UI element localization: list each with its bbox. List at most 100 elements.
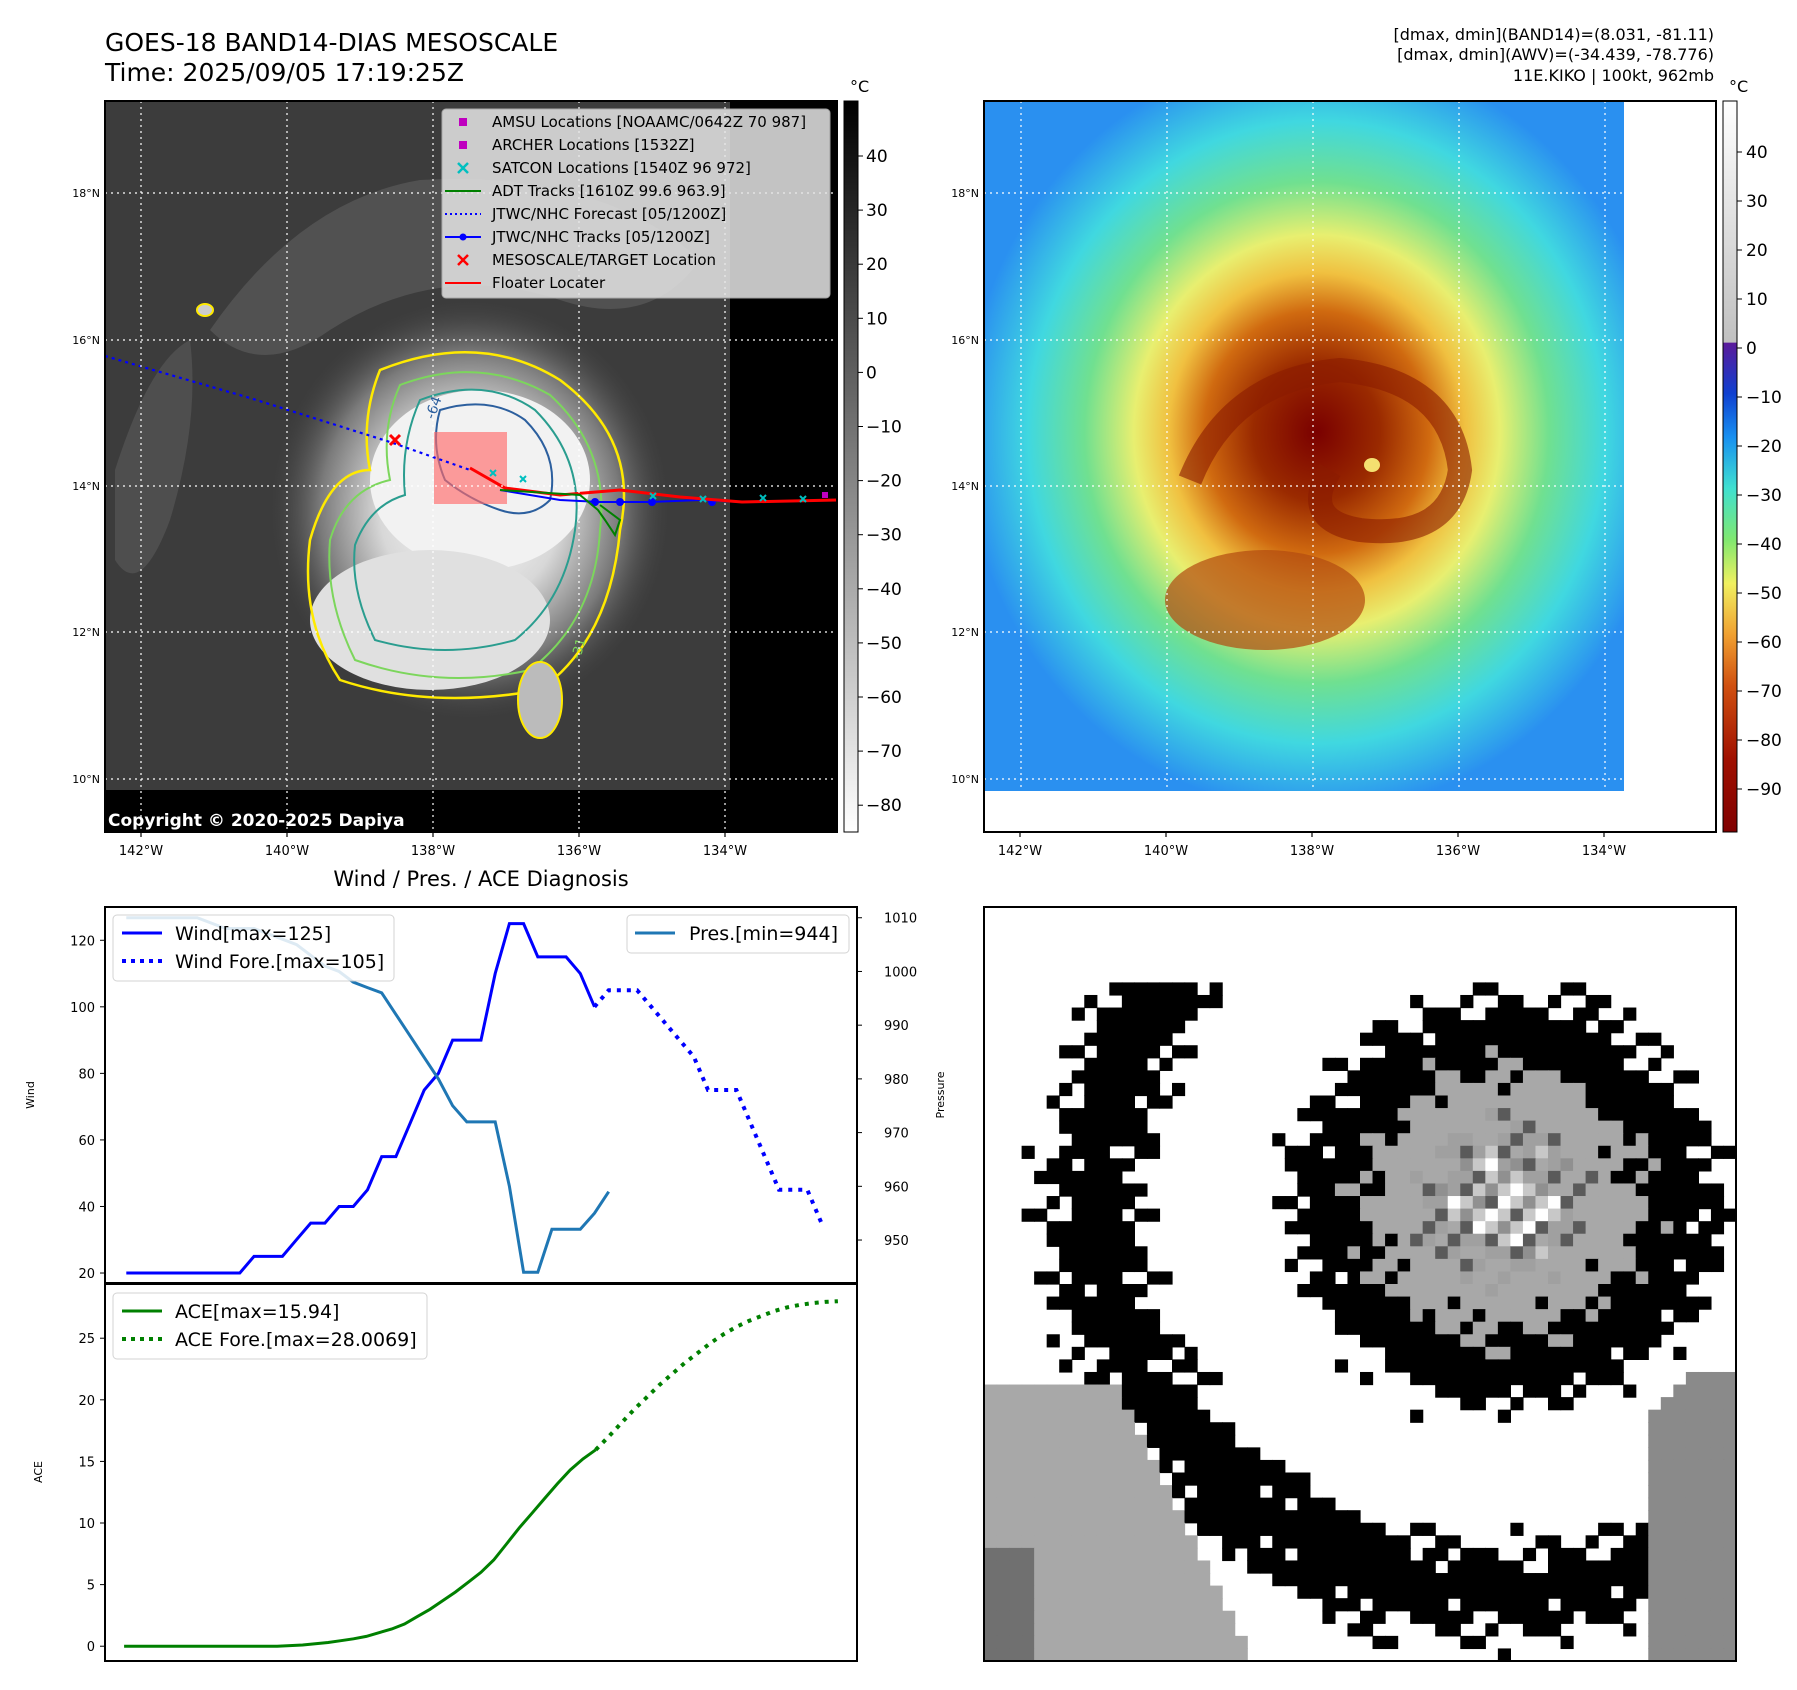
wmg-cell — [1610, 1284, 1624, 1298]
wmg-cell — [1059, 1158, 1073, 1172]
wmg-cell — [1460, 1635, 1474, 1650]
color-map-panel: °C 403020100−10−20−30−40−50−60−70−80−90 … — [951, 77, 1782, 859]
wmg-cell — [1560, 1585, 1574, 1599]
wmg-cell — [1447, 1057, 1461, 1071]
wmg-cell — [1422, 1095, 1436, 1109]
wmg-cell — [1510, 1522, 1524, 1536]
wmg-cell — [1172, 1434, 1186, 1448]
wmg-cell — [1560, 1560, 1574, 1574]
wmg-cell — [1610, 1598, 1624, 1612]
ace-ytick-label: 10 — [78, 1517, 95, 1532]
wmg-cell — [1410, 1309, 1424, 1323]
wmg-cell — [1510, 1359, 1524, 1373]
color-map-south-band — [1165, 550, 1365, 650]
color-cbar-tick-label: −80 — [1746, 731, 1782, 751]
wmg-cell — [1698, 1535, 1712, 1549]
wmg-cell — [1360, 1573, 1374, 1587]
wmg-cell — [1497, 1145, 1511, 1159]
wmg-cell — [1472, 1057, 1486, 1071]
wmg-cell — [1548, 1020, 1562, 1034]
wmg-cell — [1435, 1158, 1449, 1172]
wmg-cell — [1610, 1082, 1624, 1097]
wmg-cell — [1059, 1635, 1073, 1650]
wmg-count-label: WMG Count: 0 — [1002, 925, 1163, 949]
wmg-cell — [1660, 1434, 1674, 1448]
wmg-cell — [1410, 994, 1424, 1009]
wmg-cell — [1635, 1070, 1649, 1084]
wmg-cell — [1635, 1258, 1649, 1273]
wmg-cell — [1535, 1359, 1549, 1373]
wmg-cell — [1685, 1183, 1699, 1197]
wmg-cell — [1447, 1221, 1461, 1235]
wmg-cell — [1447, 1120, 1461, 1134]
wmg-cell — [1134, 1397, 1148, 1411]
wmg-cell — [1284, 1472, 1298, 1486]
wmg-cell — [1309, 1585, 1323, 1599]
wmg-cell — [1472, 1635, 1486, 1650]
wmg-cell — [1497, 1095, 1511, 1109]
wmg-cell — [1071, 1170, 1085, 1185]
wmg-cell — [1472, 1145, 1486, 1159]
wmg-cell — [1698, 1635, 1712, 1650]
wmg-cell — [1648, 1032, 1662, 1046]
wmg-cell — [1034, 1623, 1048, 1637]
wmg-cell — [1071, 1145, 1085, 1159]
wmg-cell — [1685, 1309, 1699, 1323]
wmg-cell — [1447, 1271, 1461, 1285]
wmg-cell — [1410, 1221, 1424, 1235]
wmg-cell — [1548, 1070, 1562, 1084]
wmg-cell — [1096, 1032, 1110, 1046]
wmg-cell — [1573, 1082, 1587, 1097]
wmg-cell — [1159, 1384, 1173, 1398]
wmg-cell — [1021, 1535, 1035, 1549]
wmg-cell — [1485, 1095, 1499, 1109]
wmg-cell — [1422, 1196, 1436, 1210]
wmg-cell — [1184, 1007, 1198, 1021]
wmg-cell — [1084, 1623, 1098, 1637]
wmg-cell — [1635, 1346, 1649, 1360]
wmg-cell — [1009, 1573, 1023, 1587]
wmg-cell — [1134, 1359, 1148, 1373]
wmg-cell — [1598, 1359, 1612, 1373]
wmg-cell — [1510, 1007, 1524, 1021]
wmg-cell — [1059, 1145, 1073, 1159]
wmg-cell — [1522, 1221, 1537, 1235]
wmg-cell — [1585, 1133, 1599, 1147]
wmg-cell — [1146, 1371, 1161, 1386]
wmg-cell — [1710, 1510, 1725, 1524]
wmg-cell — [1560, 1057, 1574, 1071]
wmg-cell — [1184, 982, 1198, 996]
wmg-cell — [1084, 1422, 1098, 1436]
wmg-cell — [1372, 1170, 1386, 1185]
wmg-cell — [1610, 1258, 1624, 1273]
wmg-cell — [1685, 1623, 1699, 1637]
wmg-cell — [1648, 1635, 1662, 1650]
wmg-cell — [1021, 1598, 1035, 1612]
ir-ytick-label: 16°N — [72, 334, 100, 347]
wmg-cell — [1723, 1547, 1737, 1562]
wmg-cell — [996, 1585, 1010, 1599]
wmg-cell — [1460, 1170, 1474, 1185]
wmg-cell — [1034, 1522, 1048, 1536]
wmg-cell — [1548, 1258, 1562, 1273]
wmg-cell — [1648, 1296, 1662, 1310]
wmg-cell — [1535, 1095, 1549, 1109]
color-cbar-tick-label: 30 — [1746, 192, 1768, 212]
wmg-cell — [1247, 1522, 1261, 1536]
wmg-cell — [1685, 1522, 1699, 1536]
wmg-cell — [1021, 1648, 1035, 1662]
wmg-cell — [1510, 1284, 1524, 1298]
wmg-cell — [1598, 1258, 1612, 1273]
wmg-cell — [1585, 1346, 1599, 1360]
wmg-cell — [1159, 1623, 1173, 1637]
wmg-cell — [1284, 1560, 1298, 1574]
wmg-cell — [1660, 1258, 1674, 1273]
wmg-cell — [1134, 1585, 1148, 1599]
wmg-cell — [1334, 1560, 1349, 1574]
wmg-cell — [1134, 1070, 1148, 1084]
wmg-cell — [1573, 1271, 1587, 1285]
wmg-cell — [1059, 1485, 1073, 1499]
wmg-cell — [1247, 1560, 1261, 1574]
wmg-cell — [1560, 1196, 1574, 1210]
